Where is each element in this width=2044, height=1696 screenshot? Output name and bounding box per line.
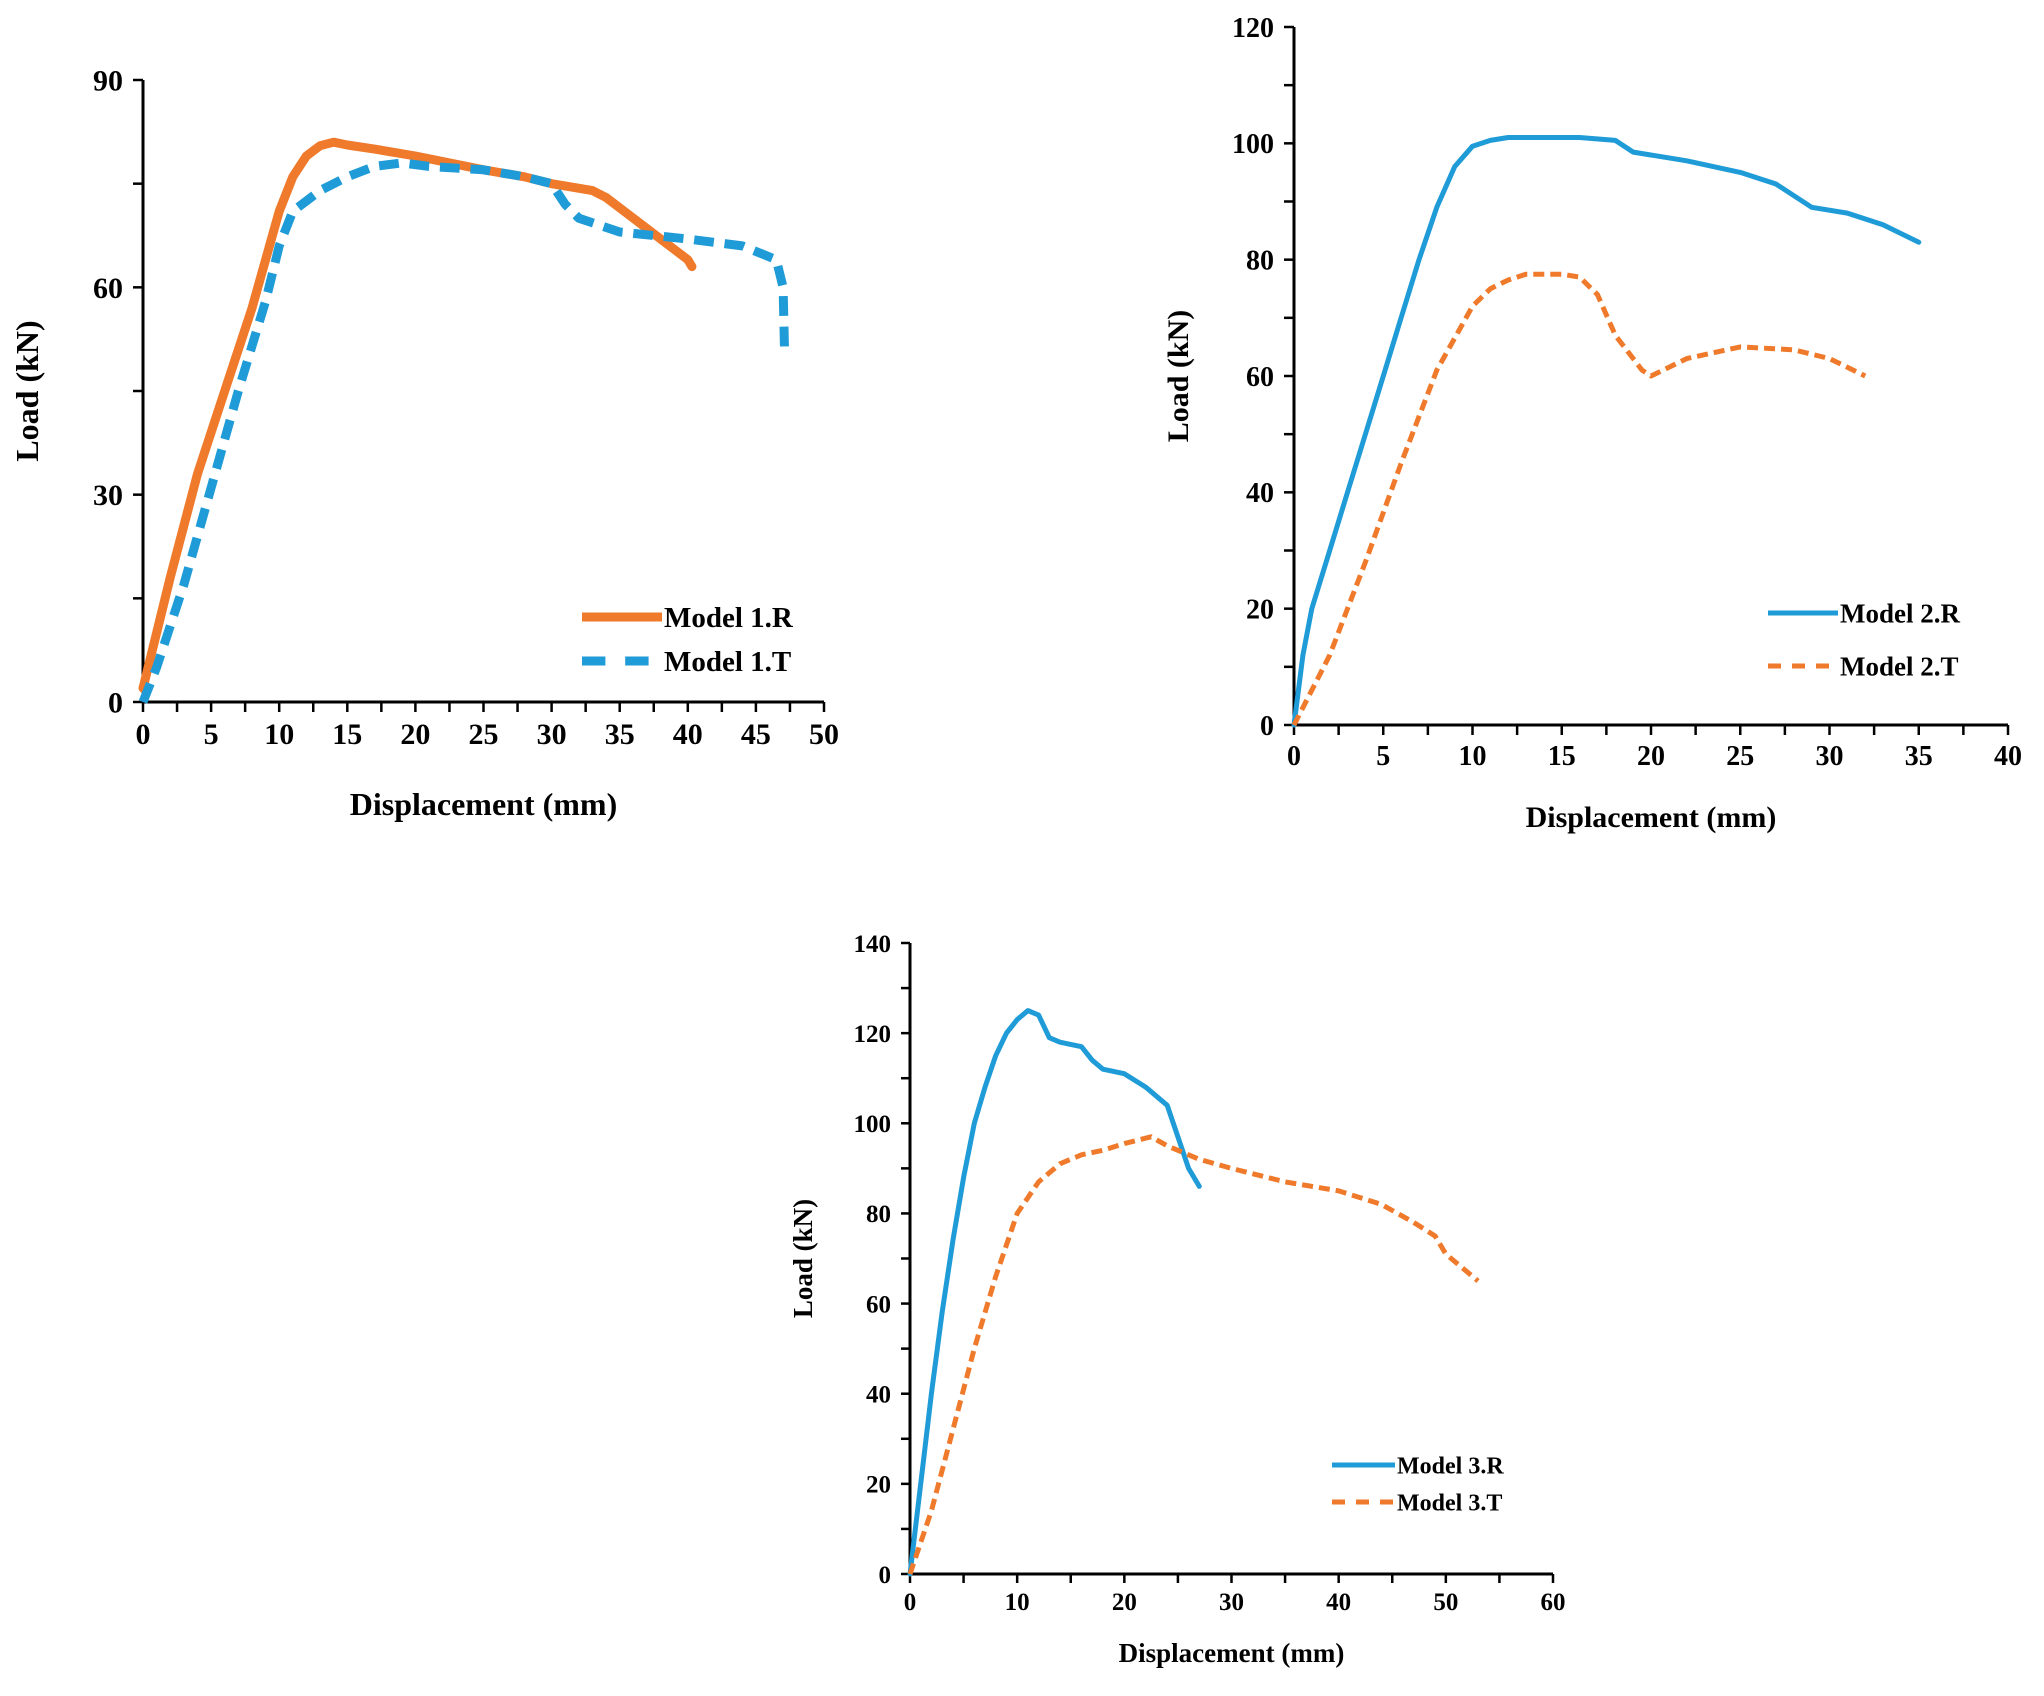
x-tick-label: 25 xyxy=(469,718,499,751)
y-tick-label: 40 xyxy=(1246,478,1274,509)
x-tick-label: 5 xyxy=(1376,741,1390,772)
y-axis-title: Load (kN) xyxy=(9,320,45,461)
y-tick-label: 100 xyxy=(854,1111,892,1138)
x-tick-label: 20 xyxy=(1112,1589,1137,1616)
x-tick-label: 0 xyxy=(1287,741,1301,772)
y-tick-label: 80 xyxy=(1246,245,1274,276)
x-axis-title: Displacement (mm) xyxy=(350,786,617,822)
x-tick-label: 60 xyxy=(1541,1589,1566,1616)
y-tick-label: 120 xyxy=(1232,13,1274,44)
x-tick-label: 50 xyxy=(1433,1589,1458,1616)
x-tick-label: 10 xyxy=(1459,741,1487,772)
y-tick-label: 0 xyxy=(108,687,123,720)
y-tick-label: 60 xyxy=(93,272,123,305)
y-tick-label: 60 xyxy=(1246,362,1274,393)
x-tick-label: 40 xyxy=(1994,741,2022,772)
series-line-model-2-t xyxy=(1291,271,1867,727)
legend-label: Model 3.R xyxy=(1397,1453,1504,1479)
x-tick-label: 15 xyxy=(1548,741,1576,772)
x-tick-label: 40 xyxy=(1326,1589,1351,1616)
chart-3: 0 10 20 30 40 50 60 0 20 40 60 80 100 120 140 Displacem… xyxy=(788,931,1566,1668)
series-line-model-3-r xyxy=(907,1008,1202,1577)
x-tick-label: 30 xyxy=(537,718,567,751)
x-tick-label: 20 xyxy=(400,718,430,751)
y-tick-label: 120 xyxy=(854,1021,892,1048)
legend-label: Model 1.R xyxy=(664,602,794,634)
x-tick-label: 5 xyxy=(204,718,219,751)
chart-1: 0 5 10 15 20 25 30 35 40 45 50 0 30 60 90 Displacement … xyxy=(9,65,839,823)
x-tick-label: 50 xyxy=(809,718,839,751)
x-tick-label: 25 xyxy=(1726,741,1754,772)
x-axis-title: Displacement (mm) xyxy=(1526,801,1777,834)
y-tick-label: 0 xyxy=(1260,711,1274,742)
series-line-model-1-r xyxy=(138,137,697,693)
y-tick-label: 80 xyxy=(866,1201,891,1228)
x-tick-label: 20 xyxy=(1637,741,1665,772)
x-axis-title: Displacement (mm) xyxy=(1119,1638,1345,1668)
x-tick-label: 30 xyxy=(1219,1589,1244,1616)
chart-2: 0 5 10 15 20 25 30 35 40 0 20 40 60 80 100 120 Displacem… xyxy=(1162,13,2022,834)
legend-label: Model 2.R xyxy=(1840,598,1960,628)
x-tick-label: 35 xyxy=(1905,741,1933,772)
legend-label: Model 3.T xyxy=(1397,1490,1502,1516)
y-tick-label: 90 xyxy=(93,65,123,98)
y-tick-label: 60 xyxy=(866,1291,891,1318)
y-tick-label: 40 xyxy=(866,1381,891,1408)
series-line-model-2-r xyxy=(1291,135,1922,728)
series-line-model-3-t xyxy=(907,1134,1480,1575)
series-line-model-1-t xyxy=(138,158,789,704)
y-tick-label: 100 xyxy=(1232,129,1274,160)
x-tick-label: 10 xyxy=(1005,1589,1030,1616)
x-tick-label: 40 xyxy=(673,718,703,751)
y-tick-label: 30 xyxy=(93,479,123,512)
x-tick-label: 15 xyxy=(332,718,362,751)
y-tick-label: 20 xyxy=(1246,594,1274,625)
x-tick-label: 45 xyxy=(741,718,771,751)
x-tick-label: 0 xyxy=(136,718,151,751)
legend-label: Model 2.T xyxy=(1840,651,1959,681)
y-axis-title: Load (kN) xyxy=(788,1199,818,1318)
legend-label: Model 1.T xyxy=(664,646,791,678)
x-tick-label: 35 xyxy=(605,718,635,751)
y-tick-label: 20 xyxy=(866,1472,891,1499)
x-tick-label: 30 xyxy=(1816,741,1844,772)
y-tick-label: 140 xyxy=(854,931,892,958)
y-axis-title: Load (kN) xyxy=(1162,310,1195,443)
y-tick-label: 0 xyxy=(879,1562,892,1589)
x-tick-label: 10 xyxy=(264,718,294,751)
x-tick-label: 0 xyxy=(904,1589,917,1616)
